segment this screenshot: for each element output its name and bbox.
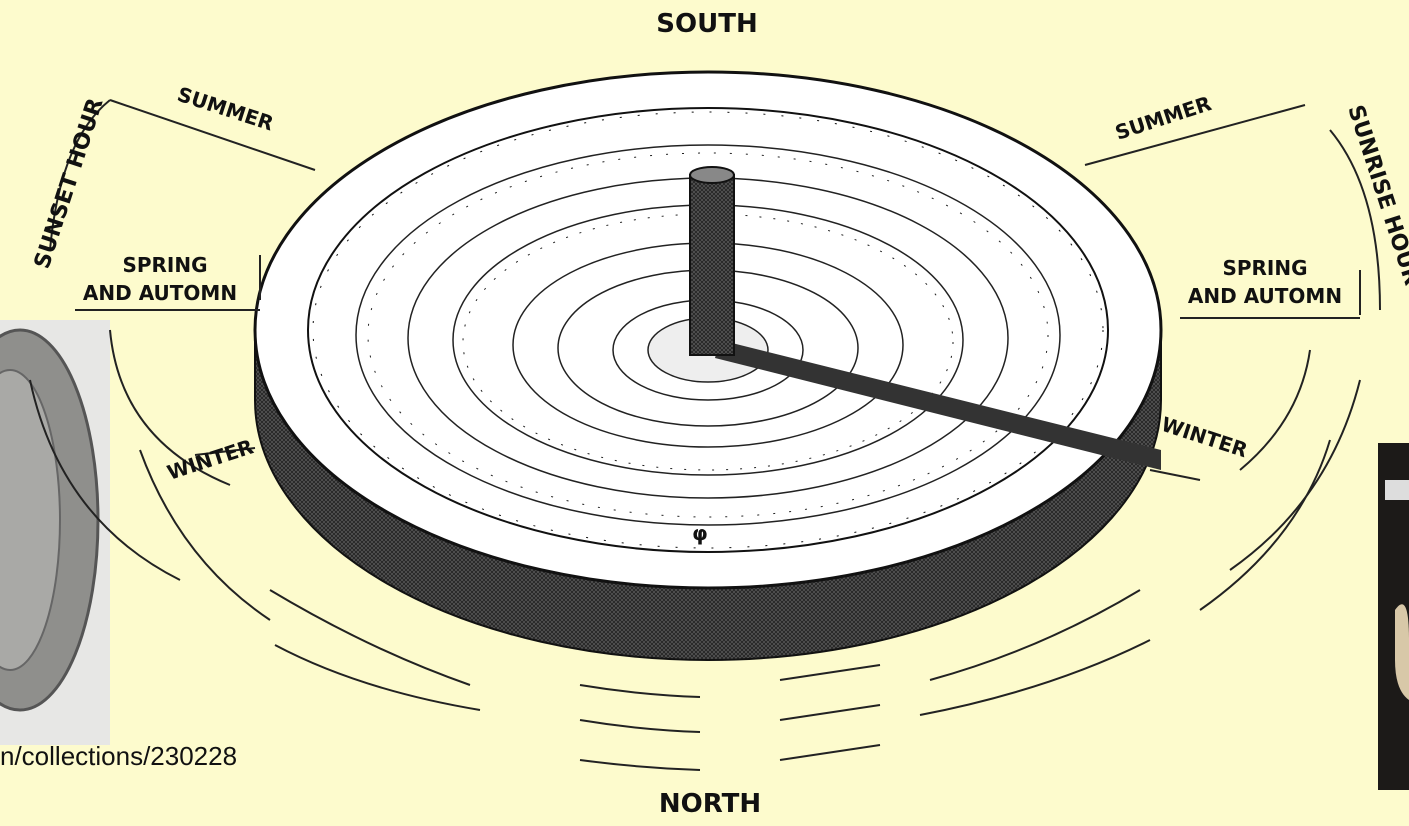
phi-symbol: φ xyxy=(692,521,708,545)
right-spring-label: SPRING xyxy=(1222,256,1307,280)
sundial xyxy=(255,72,1161,660)
right-autumn-label: AND AUTOMN xyxy=(1188,284,1342,308)
photo-right-detail xyxy=(1385,480,1409,500)
left-autumn-label: AND AUTOMN xyxy=(83,281,237,305)
left-spring-label: SPRING xyxy=(122,253,207,277)
page: φ SOUTH NORTH SUNSET HOUR SUMMER SPRING … xyxy=(0,0,1409,826)
north-label: NORTH xyxy=(659,789,761,819)
caption: n/collections/230228 xyxy=(0,741,237,771)
south-label: SOUTH xyxy=(656,9,757,39)
